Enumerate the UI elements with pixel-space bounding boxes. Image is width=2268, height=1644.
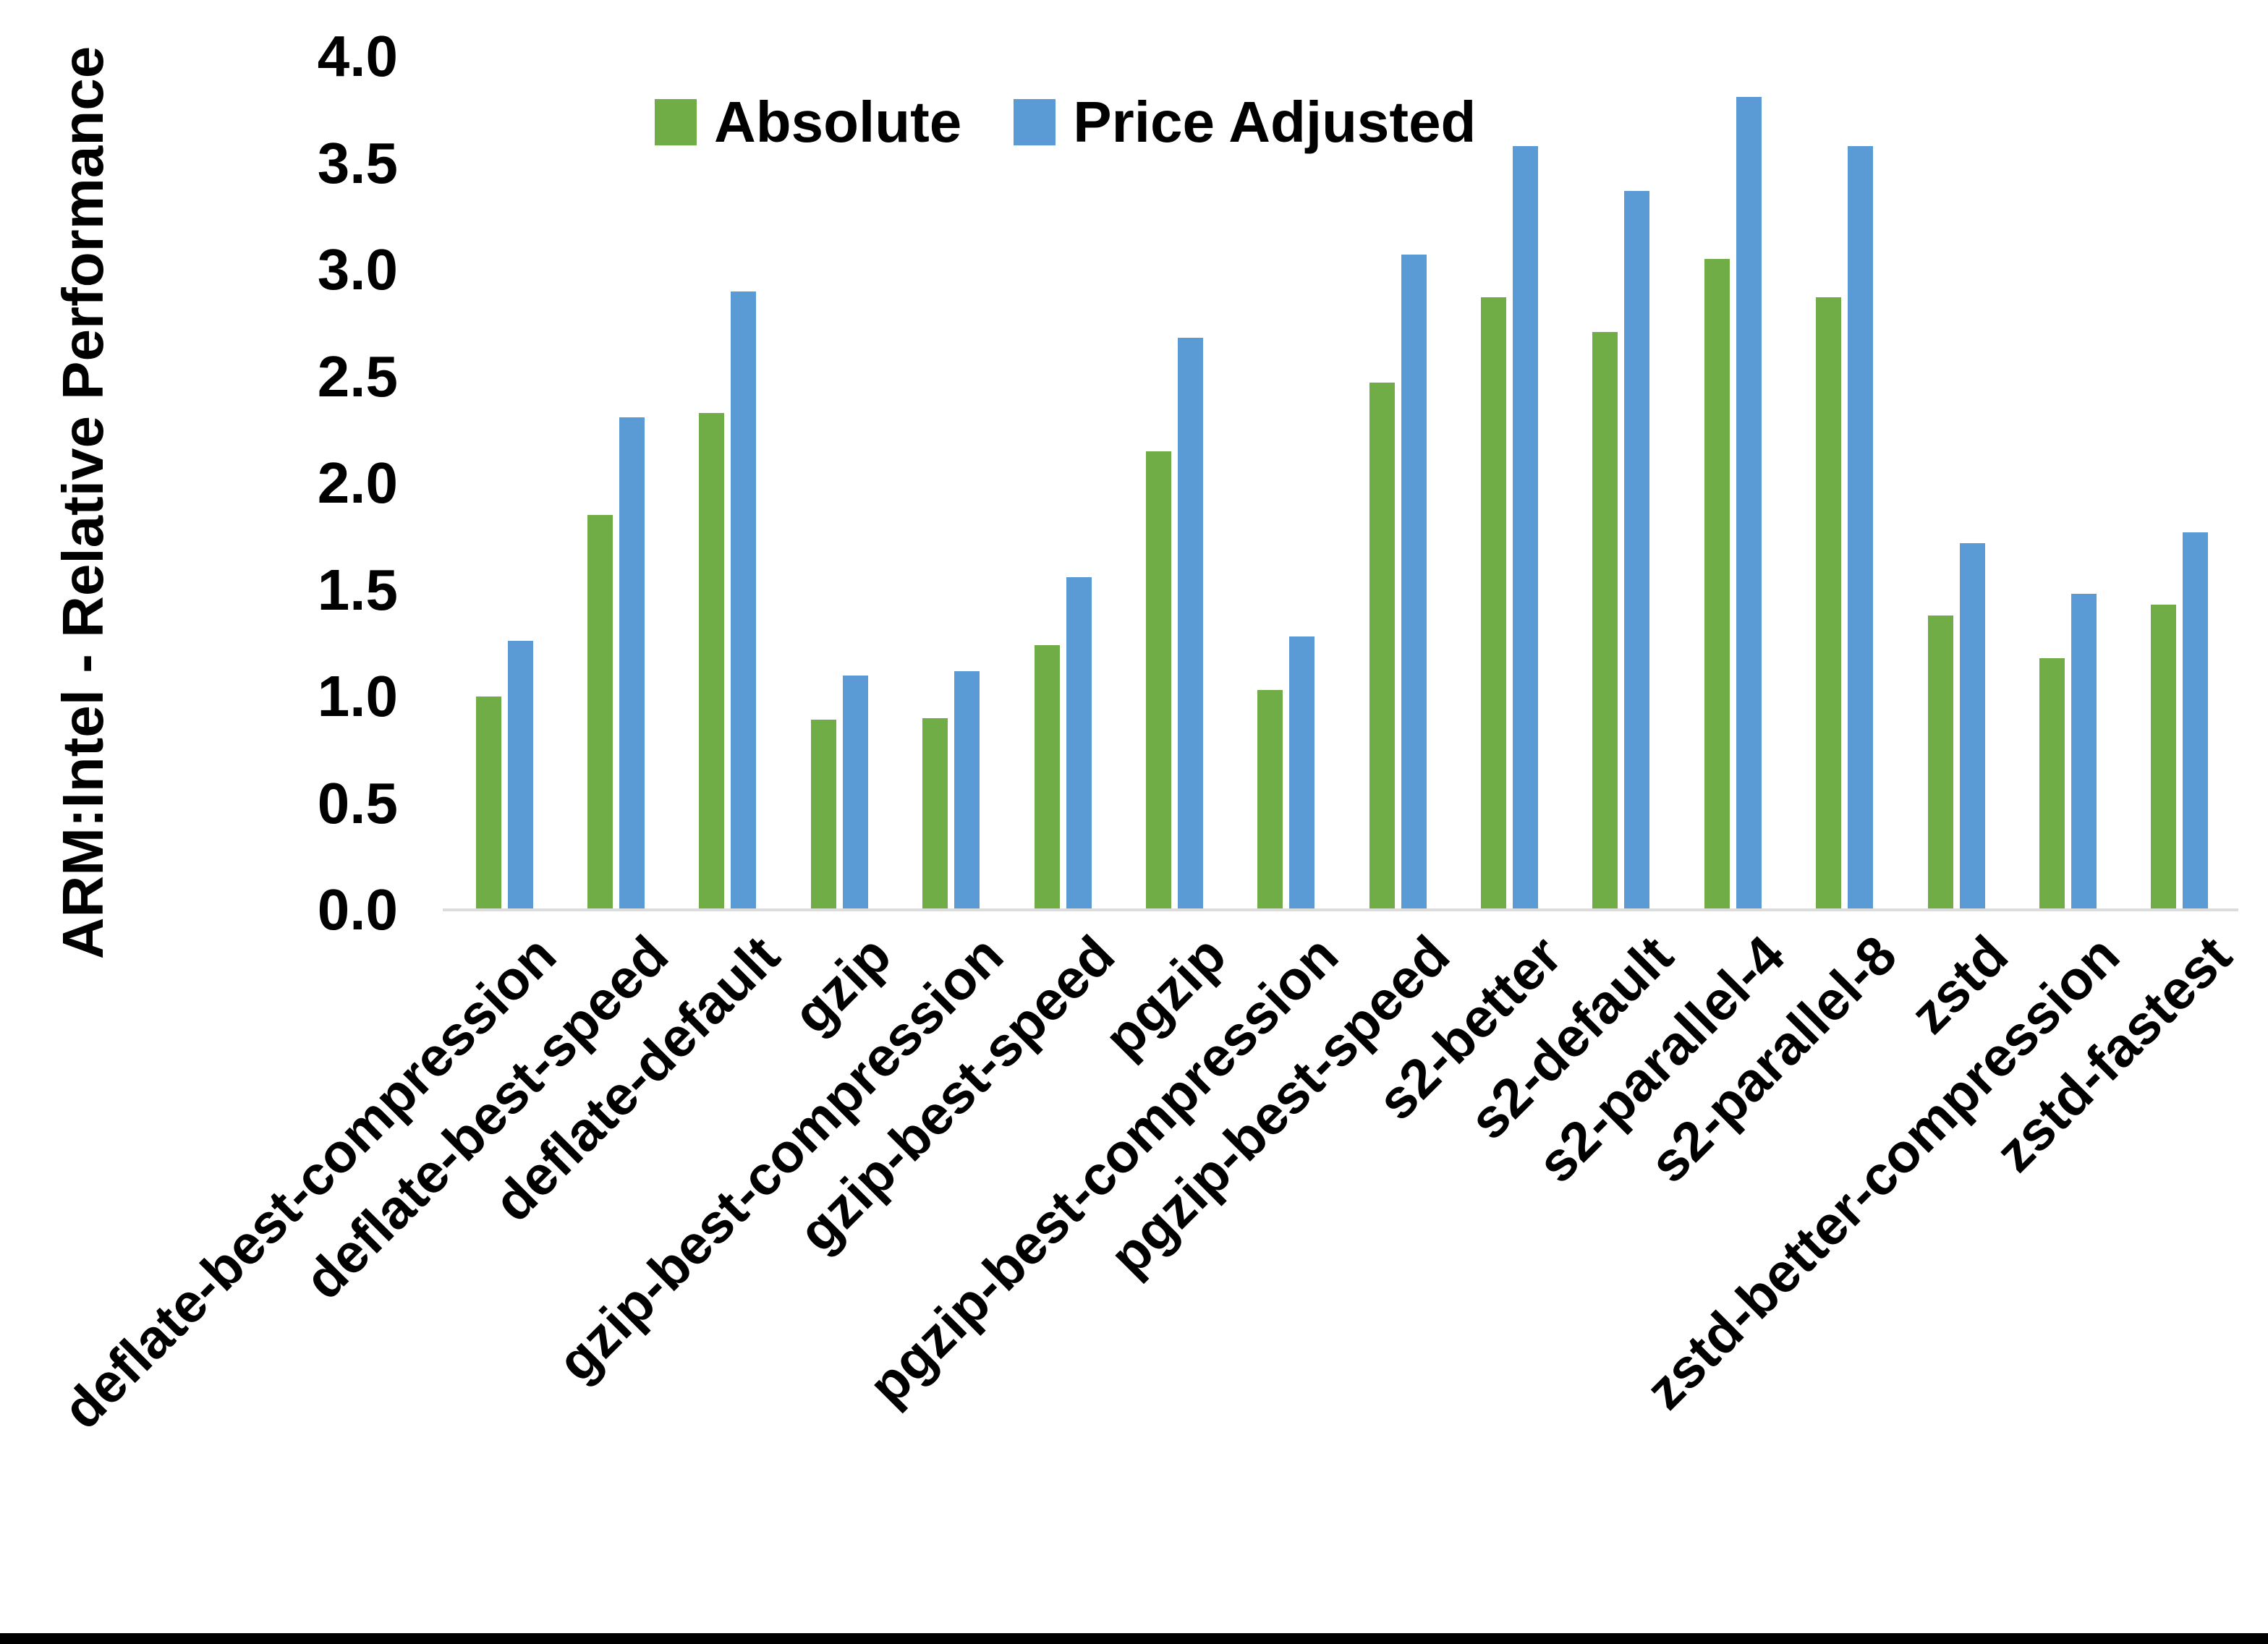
bar-price-adjusted-gzip: [842, 675, 868, 910]
legend-swatch-absolute: [655, 99, 697, 145]
bar-price-adjusted-zstd-better-compression: [2070, 594, 2097, 910]
y-tick-0.5: 0.5: [317, 770, 398, 835]
legend-item-absolute: Absolute: [655, 90, 961, 155]
bar-price-adjusted-zstd-fastest: [2183, 532, 2209, 910]
bar-absolute-gzip-best-compression: [922, 717, 948, 910]
bar-absolute-s2-default: [1592, 331, 1618, 910]
bar-price-adjusted-pgzip-best-speed: [1401, 255, 1427, 910]
legend-item-price-adjusted: Price Adjusted: [1014, 90, 1476, 155]
x-axis-line: [443, 908, 2238, 911]
bar-absolute-s2-better: [1481, 297, 1507, 910]
bar-price-adjusted-zstd: [1959, 542, 1985, 910]
y-tick-1.5: 1.5: [317, 557, 398, 622]
y-tick-4.0: 4.0: [317, 24, 398, 88]
bar-absolute-deflate-best-speed: [587, 515, 613, 910]
y-tick-2.5: 2.5: [317, 344, 398, 409]
y-tick-2.0: 2.0: [317, 451, 398, 515]
legend-label-absolute: Absolute: [714, 90, 962, 154]
y-tick-3.5: 3.5: [317, 130, 398, 195]
y-tick-1.0: 1.0: [317, 664, 398, 728]
bar-absolute-pgzip-best-speed: [1369, 383, 1395, 910]
y-axis-title: ARM:Intel - Relative Performance: [51, 46, 115, 960]
legend: Absolute Price Adjusted: [655, 90, 1476, 155]
bar-absolute-zstd: [1927, 615, 1953, 910]
bar-absolute-s2-parallel-4: [1704, 259, 1730, 910]
bar-price-adjusted-s2-parallel-4: [1736, 97, 1762, 910]
legend-swatch-price-adjusted: [1014, 99, 1056, 145]
bar-price-adjusted-gzip-best-compression: [954, 670, 980, 910]
bar-absolute-zstd-better-compression: [2039, 657, 2065, 910]
bar-absolute-zstd-fastest: [2151, 605, 2177, 910]
bar-absolute-deflate-default: [699, 412, 725, 910]
bar-price-adjusted-gzip-best-speed: [1066, 576, 1092, 910]
bar-price-adjusted-pgzip: [1177, 338, 1203, 910]
bar-price-adjusted-s2-parallel-8: [1848, 145, 1874, 910]
bar-price-adjusted-s2-default: [1624, 190, 1650, 910]
legend-label-price-adjusted: Price Adjusted: [1073, 90, 1477, 154]
bar-price-adjusted-deflate-best-compression: [507, 641, 533, 910]
y-tick-0.0: 0.0: [317, 877, 398, 942]
bar-absolute-gzip: [810, 720, 836, 910]
bar-absolute-s2-parallel-8: [1816, 297, 1842, 910]
bar-price-adjusted-s2-better: [1513, 145, 1539, 910]
bar-absolute-pgzip-best-compression: [1257, 690, 1283, 910]
y-tick-3.0: 3.0: [317, 237, 398, 302]
bar-absolute-deflate-best-compression: [475, 697, 501, 910]
bar-price-adjusted-pgzip-best-compression: [1289, 636, 1315, 910]
bar-price-adjusted-deflate-best-speed: [619, 417, 645, 910]
bar-absolute-pgzip: [1145, 451, 1171, 910]
bar-price-adjusted-deflate-default: [731, 291, 757, 910]
bottom-border: [0, 1633, 2268, 1644]
bar-absolute-gzip-best-speed: [1034, 645, 1060, 910]
